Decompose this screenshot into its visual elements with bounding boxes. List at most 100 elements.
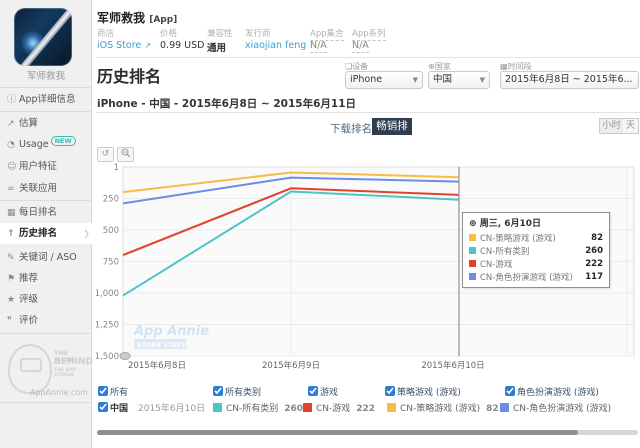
branding-line2: BEHIND: [54, 357, 93, 367]
app-caption: 军师救我: [26, 71, 65, 82]
daterange-filter-label: ▦时间段: [500, 62, 532, 71]
sidebar-item-related-apps[interactable]: ∞ 关联应用: [0, 178, 92, 199]
sidebar-item-usage[interactable]: ◔ Usage NEW: [0, 134, 92, 155]
page-title: 历史排名: [97, 67, 162, 86]
globe-icon: ⊕: [469, 219, 477, 229]
store-link[interactable]: iOS Store ↗: [97, 40, 152, 51]
checkbox[interactable]: [98, 402, 108, 412]
granularity-hour-button[interactable]: 小时: [599, 118, 624, 134]
series-line: [122, 171, 460, 194]
magnifier-minus-icon: [121, 148, 130, 158]
divider: [96, 112, 640, 113]
divider: [0, 200, 92, 201]
branding-line3: THE APP STORES: [54, 368, 76, 378]
tab-grossing-ranks[interactable]: 畅销排名: [372, 118, 412, 149]
x-tick-label: 2015年6月9日: [262, 360, 320, 371]
x-tick-label: 2015年6月8日: [128, 360, 186, 371]
app-series-value: N/A: [352, 40, 369, 53]
divider: [0, 333, 92, 334]
appannie-link[interactable]: AppAnnie.com: [30, 388, 89, 397]
chart-reset-button[interactable]: ↺: [97, 147, 114, 162]
app-bundles-value: N/A: [310, 40, 327, 53]
y-tick-label: 1,250: [96, 320, 119, 330]
legend-filter-overall[interactable]: 所有类别: [213, 385, 261, 398]
trend-icon: ↗: [7, 119, 15, 129]
legend-filter-rpg[interactable]: 角色扮演游戏 (游戏): [505, 385, 599, 398]
annie-mascot-illustration: [8, 344, 52, 394]
sidebar-item-estimates[interactable]: ↗ 估算: [0, 113, 92, 134]
daterange-select[interactable]: 2015年6月8日 ~ 2015年6...▼: [500, 71, 639, 89]
series-line: [122, 176, 460, 205]
divider: [0, 111, 92, 112]
price-value: 0.99 USD: [160, 40, 205, 51]
legend-selected-date: 2015年6月10日: [138, 404, 206, 414]
field-label-app-bundles: App集合: [310, 29, 344, 41]
device-select[interactable]: iPhone ▼: [345, 71, 423, 89]
up-arrow-icon: ↑: [7, 229, 15, 239]
chart-tooltip: ⊕ 周三, 6月10日 CN-策略游戏 (游戏) 82 CN-所有类别 260 CN…: [462, 212, 610, 288]
sidebar-item-reviews[interactable]: ❞ 评价: [0, 310, 92, 331]
star-icon: ★: [7, 295, 16, 305]
y-tick-label: 1: [114, 163, 119, 173]
report-subtitle: iPhone - 中国 - 2015年6月8日 ~ 2015年6月11日: [97, 98, 357, 110]
chevron-down-icon: ▼: [629, 88, 634, 89]
checkbox[interactable]: [213, 386, 223, 396]
series-swatch: [387, 403, 396, 412]
checkbox[interactable]: [98, 386, 108, 396]
flag-icon: ⚑: [7, 274, 16, 284]
tab-download-ranks[interactable]: 下载排名: [330, 123, 372, 135]
y-tick-label: 250: [103, 194, 119, 204]
sidebar: 军师救我 ⓘ App详细信息 ↗ 估算 ◔ Usage NEW ☺ 用户特征 ∞ 关联应用 …: [0, 0, 93, 448]
branding-line1: THE MATH: [54, 349, 75, 364]
legend-filter-strategy[interactable]: 策略游戏 (游戏): [385, 385, 461, 398]
tooltip-row: CN-游戏 222: [469, 257, 603, 270]
sidebar-item-rank-history[interactable]: ↑ 历史排名: [0, 223, 92, 244]
tooltip-row: CN-角色扮演游戏 (游戏) 117: [469, 270, 603, 283]
globe-icon: ⊕: [428, 62, 435, 71]
watermark-text: STORE STATS: [137, 341, 186, 349]
chart-zoom-out-button[interactable]: [117, 147, 134, 162]
series-swatch: [213, 403, 222, 412]
publisher-link[interactable]: xiaojian feng: [245, 40, 307, 51]
sidebar-item-ratings[interactable]: ★ 评级: [0, 289, 92, 310]
app-type-suffix: [App]: [149, 15, 178, 25]
app-icon: [14, 8, 72, 66]
calendar-icon: ▦: [500, 62, 508, 71]
calendar-icon: ▦: [7, 208, 16, 218]
field-label-price: 价格: [160, 29, 178, 39]
scrollbar-thumb[interactable]: [97, 430, 578, 435]
sidebar-item-featured[interactable]: ⚑ 推荐: [0, 268, 92, 289]
series-swatch: [469, 234, 476, 241]
field-label-app-series: App系列: [352, 29, 386, 41]
divider: [96, 57, 640, 58]
sidebar-item-demographics[interactable]: ☺ 用户特征: [0, 156, 92, 177]
granularity-day-button[interactable]: 天: [623, 118, 639, 134]
country-filter-label: ⊕国家: [428, 62, 451, 71]
series-swatch: [469, 260, 476, 267]
horizontal-scrollbar[interactable]: [97, 430, 638, 435]
x-tick-label: 2015年6月10日: [421, 360, 484, 371]
tooltip-row: CN-策略游戏 (游戏) 82: [469, 231, 603, 244]
legend-country-checkbox[interactable]: 中国: [98, 401, 128, 414]
comment-icon: ❞: [7, 316, 12, 326]
sidebar-item-app-details[interactable]: ⓘ App详细信息: [0, 89, 92, 110]
watermark: App Annie: [133, 324, 209, 339]
field-label-store: 商店: [97, 29, 115, 39]
checkbox[interactable]: [308, 386, 318, 396]
legend-entry-overall: CN-所有类别 260: [213, 401, 303, 414]
link-icon: ∞: [7, 184, 15, 194]
checkbox[interactable]: [505, 386, 515, 396]
device-filter-label: ❏设备: [345, 62, 369, 71]
series-swatch: [500, 403, 509, 412]
gauge-icon: ◔: [7, 140, 15, 150]
legend-filter-games[interactable]: 游戏: [308, 385, 338, 398]
country-select[interactable]: 中国 ▼: [428, 71, 490, 89]
checkbox[interactable]: [385, 386, 395, 396]
sidebar-item-daily-ranks[interactable]: ▦ 每日排名: [0, 202, 92, 223]
y-tick-label: 750: [103, 257, 119, 267]
pencil-icon: ✎: [7, 253, 15, 263]
external-link-icon: ↗: [144, 41, 152, 50]
sidebar-item-keywords-aso[interactable]: ✎ 关键词 / ASO: [0, 247, 92, 268]
series-swatch: [469, 247, 476, 254]
legend-filter-all[interactable]: 所有: [98, 385, 128, 398]
